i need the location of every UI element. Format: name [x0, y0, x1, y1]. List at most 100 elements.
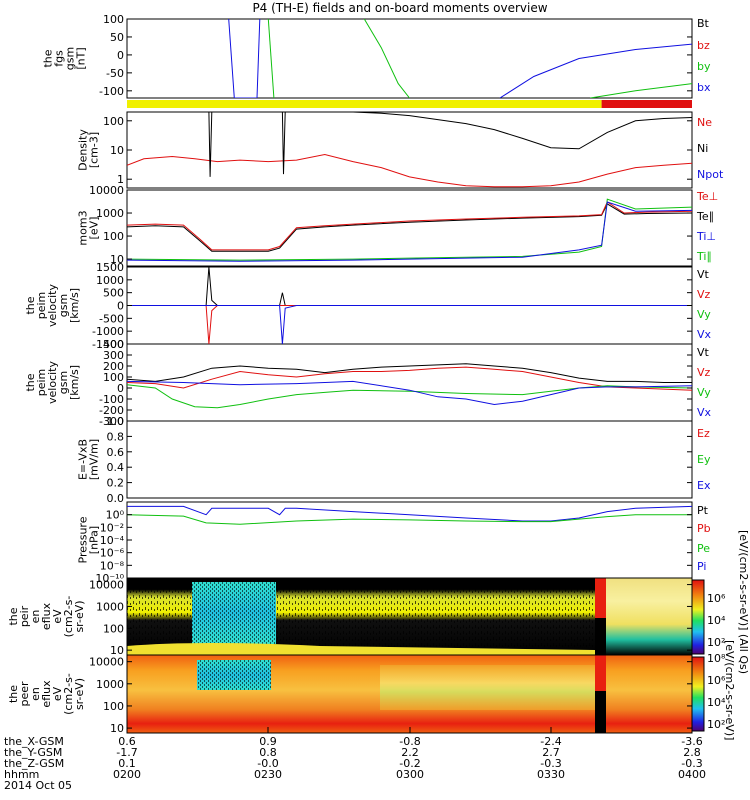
e_field-ylabel-0: E=-VxB: [77, 439, 90, 480]
pressure-series-1: [127, 514, 692, 525]
peer_eflux-ylabel-1: peer: [18, 681, 31, 707]
xaxis-row-1-value-1: 0.8: [259, 746, 277, 759]
electron-spectrogram-red-column: [595, 655, 606, 691]
e_field-ylabel-1: [mV/m]: [88, 439, 101, 480]
temperature-series-group: [127, 198, 692, 262]
peim_velocity_2-series-1: [127, 366, 692, 391]
peer_eflux-ytick-label-0: 10000: [89, 656, 124, 669]
efield-panel-frame: [126, 420, 693, 499]
xaxis-row-0-value-2: -0.8: [399, 735, 420, 748]
peim_velocity-series-2: [127, 305, 692, 344]
peim_velocity_2-series-0: [127, 363, 692, 383]
peir_eflux-ylabel-3: eflux: [40, 602, 53, 630]
fgs-series-4: [590, 83, 692, 98]
peim_velocity_2-ytick-label-4: 0: [117, 382, 124, 395]
electron-colorbar-tick-0: 10⁸: [707, 652, 726, 665]
ion-colorbar-tick-0: 10⁶: [707, 592, 726, 605]
colorbars: 10⁶ 10⁴ 10² 10⁸ 10⁶ 10⁴ 10² [eV/(cm2-s-s…: [691, 530, 750, 740]
peim_velocity-ytick-label-2: 500: [103, 287, 124, 300]
peim_velocity-series-1: [127, 305, 692, 344]
e_field-ytick-label-2: 0.6: [107, 446, 125, 459]
electron-spectrogram: [126, 654, 693, 734]
xaxis-row-1-value-3: 2.7: [542, 746, 560, 759]
xaxis-row-3-value-0: 0200: [113, 768, 141, 781]
peim_velocity_2-ytick-label-3: 100: [103, 371, 124, 384]
ion-spectrogram-red-column: [595, 578, 606, 618]
peim_velocity-ytick-label-5: -1000: [92, 325, 124, 338]
peer_eflux-ylabel-4: eV: [51, 686, 64, 701]
pressure-legend-3: Pi: [697, 560, 706, 573]
fgs-series-2: [363, 19, 410, 98]
xaxis-row-label-1: the_Y-GSM: [4, 746, 62, 759]
temperature-panel-frame: [126, 189, 693, 267]
xaxis-row-label-0: the_X-GSM: [4, 735, 64, 748]
e_field-legend-0: Ez: [697, 427, 710, 440]
temperature-series-0: [127, 203, 692, 252]
temperature-series-1: [127, 201, 692, 251]
peim_velocity-ylabel-4: [km/s]: [68, 288, 81, 323]
xaxis-row-label-3: hhmm: [4, 768, 39, 781]
xaxis-row-0-value-1: 0.9: [259, 735, 277, 748]
fgs-legend-1: bz: [697, 39, 710, 52]
peim_velocity_2-series-group: [127, 363, 692, 409]
peim_velocity-series-0: [127, 267, 692, 306]
peim_velocity-ytick-label-1: 1000: [96, 274, 124, 287]
electron-colorbar-label: [eV/(cm2-s-sr-eV)]: [723, 640, 736, 740]
peim_velocity_2-ylabel-4: [km/s]: [68, 365, 81, 400]
pressure-series-0: [127, 505, 692, 522]
xaxis-row-1-value-4: 2.8: [683, 746, 701, 759]
electron-spectrogram-black-column: [595, 691, 606, 733]
density-ylabel-0: Density: [77, 129, 90, 171]
temperature-ytick-label-2: 100: [103, 230, 124, 243]
fgs-series-group: [228, 19, 692, 98]
fgs-series-1: [267, 19, 275, 98]
density-series-0: [127, 112, 692, 150]
density-ytick-label-0: 100: [103, 115, 124, 128]
density-series-2: [208, 112, 213, 177]
density-series-group: [127, 112, 692, 188]
peer_eflux-ylabel-2: en: [29, 687, 42, 701]
velocity2-panel-frame: [126, 343, 693, 422]
status-bar: [127, 100, 692, 108]
peim_velocity_2-legend-0: Vt: [697, 346, 710, 359]
peim_velocity_2-ytick-label-6: -200: [99, 404, 124, 417]
peim_velocity-ylabel-1: peim: [35, 292, 48, 320]
density-series-1: [127, 153, 692, 188]
density-legend-1: Ni: [697, 142, 708, 155]
peim_velocity-ylabel-0: the: [24, 296, 37, 314]
peir_eflux-ylabel-5: (cm2-s-: [62, 596, 75, 638]
xaxis-row-2-value-1: -0.0: [257, 757, 278, 770]
pressure-ylabel-1: [nPa]: [88, 526, 101, 554]
ion-spectrogram-black-column: [595, 618, 606, 655]
peim_velocity_2-series-2: [127, 384, 692, 409]
fgs-ytick-label-0: 100: [103, 13, 124, 26]
peer_eflux-ylabel-6: sr-eV): [73, 678, 86, 710]
xaxis-row-3-value-2: 0300: [396, 768, 424, 781]
ion-colorbar-tick-2: 10²: [707, 636, 725, 649]
density-series-3: [281, 112, 286, 175]
peim_velocity_2-legend-2: Vy: [697, 386, 711, 399]
x-axis: the_X-GSM 0.6 0.9 -0.8 -2.4 -3.6 the_Y-GSM -1.7…: [4, 727, 706, 792]
peim_velocity_2-ytick-label-2: 200: [103, 360, 124, 373]
ion-colorbar: [691, 579, 705, 655]
peim_velocity-ylabel-3: gsm: [57, 294, 70, 317]
line-plots: [127, 19, 692, 525]
density-ylabel-1: [cm-3]: [88, 132, 101, 168]
pressure-ytick-label-1: 10⁻²: [100, 521, 124, 534]
electron-spectrogram-cyan-speckle: [197, 660, 271, 690]
status-segment-1: [601, 100, 692, 108]
temperature-legend-1: Te∥: [696, 210, 714, 223]
density-legend-2: Npot: [697, 168, 724, 181]
ion-colorbar-label: [eV/(cm2-s-sr-eV)] (All Qs): [737, 530, 750, 674]
pressure-legend-0: Pt: [697, 504, 709, 517]
xaxis-row-2-value-2: -0.2: [399, 757, 420, 770]
temperature-legend-2: Ti⊥: [696, 230, 716, 243]
pressure-ytick-label-2: 10⁻⁴: [100, 534, 125, 547]
peim_velocity-legend-0: Vt: [697, 268, 710, 281]
fgs-ylabel-0: the: [42, 49, 55, 67]
peim_velocity_2-series-3: [127, 380, 692, 406]
figure-title: P4 (TH-E) fields and on-board moments ov…: [252, 1, 547, 15]
fgs-legend-0: Bt: [697, 17, 710, 30]
temperature-ytick-label-3: 10: [110, 253, 124, 266]
